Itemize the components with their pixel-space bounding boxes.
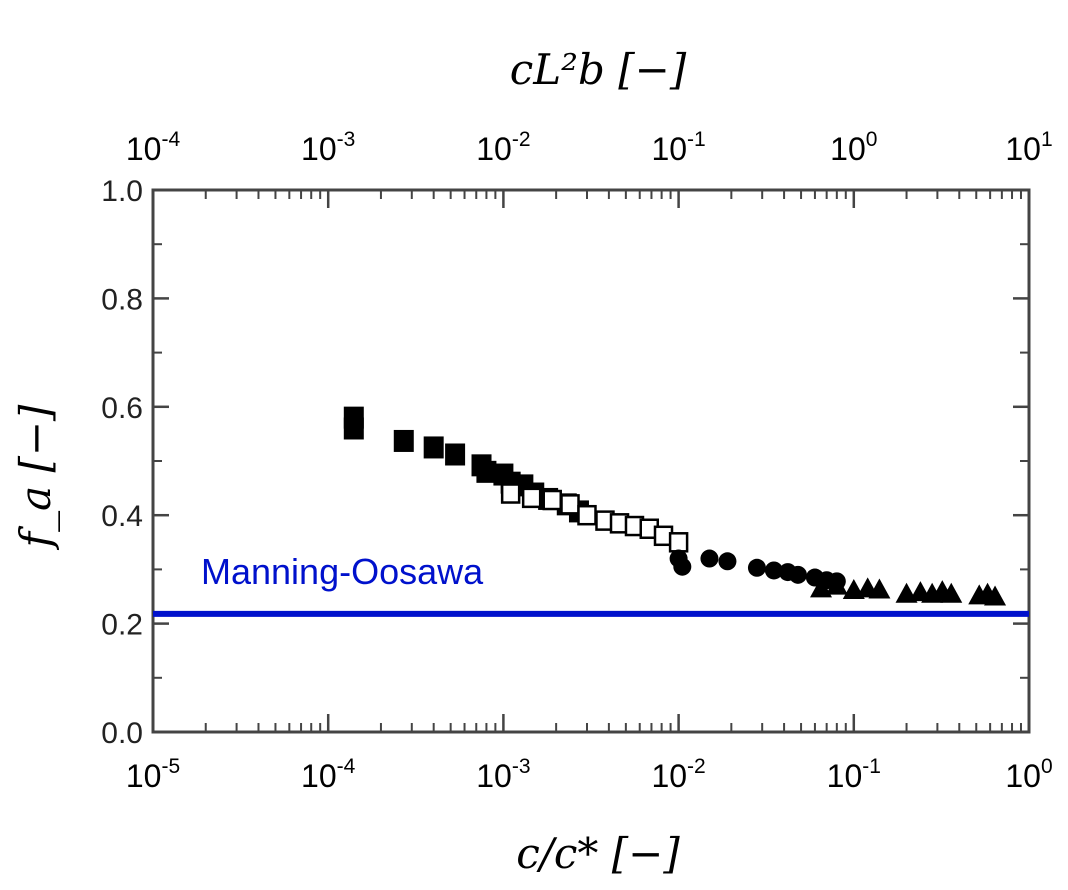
x-tick-label: 100 xyxy=(1005,755,1052,794)
y-tick-label: 0.2 xyxy=(101,609,143,642)
x-tick-label: 10-1 xyxy=(827,755,881,794)
x-tick-label: 10-3 xyxy=(476,755,530,794)
data-point-filled-square xyxy=(393,429,414,452)
data-point-filled-triangle xyxy=(940,582,963,603)
top-x-tick-label: 10-4 xyxy=(126,128,181,167)
data-point-filled-circle xyxy=(747,558,766,577)
y-tick-label: 0.0 xyxy=(101,717,143,750)
data-point-filled-square xyxy=(445,443,466,466)
y-tick-label: 1.0 xyxy=(101,175,143,208)
data-point-filled-triangle xyxy=(868,578,891,599)
data-point-open-square xyxy=(521,487,542,509)
y-tick-label: 0.8 xyxy=(101,283,143,316)
data-point-open-square xyxy=(500,483,521,504)
plot-frame xyxy=(151,188,1031,734)
x-tick-label: 10-4 xyxy=(301,755,356,794)
data-point-filled-triangle xyxy=(825,574,848,595)
data-point-open-square xyxy=(668,532,689,553)
data-point-filled-circle xyxy=(788,565,807,584)
data-point-filled-circle xyxy=(718,552,737,571)
top-x-tick-label: 100 xyxy=(830,128,877,167)
top-x-tick-label: 10-3 xyxy=(301,128,355,167)
top-x-tick-label: 10-1 xyxy=(651,128,705,167)
data-point-group xyxy=(343,406,1007,606)
data-point-filled-square xyxy=(343,417,364,440)
data-point-filled-square xyxy=(423,436,444,459)
data-point-filled-circle xyxy=(673,557,692,576)
top-axis-title: cL²b [−] xyxy=(510,45,687,94)
reference-line-group: Manning-Oosawa xyxy=(153,551,1029,617)
data-point-open-square xyxy=(560,494,580,515)
data-point-filled-circle xyxy=(764,561,783,580)
y-tick-label: 0.4 xyxy=(101,500,143,533)
top-x-tick-label: 10-2 xyxy=(476,128,530,167)
x-tick-label: 10-5 xyxy=(126,755,180,794)
manning-oosawa-label: Manning-Oosawa xyxy=(201,551,484,592)
minor-tick-group xyxy=(204,190,1022,732)
y-tick-group: 0.0 0.2 0.4 0.6 0.8 1.0 xyxy=(101,175,1029,750)
data-point-filled-square xyxy=(476,460,497,483)
x-tick-label: 10-2 xyxy=(651,755,705,794)
top-x-tick-label: 101 xyxy=(1005,128,1052,167)
bottom-tick-group: 10-5 10-4 10-3 10-2 10-1 100 xyxy=(126,190,1053,794)
data-point-filled-triangle xyxy=(984,585,1007,606)
y-axis-title: f_a [−] xyxy=(11,404,60,551)
data-point-filled-triangle xyxy=(810,577,833,598)
data-point-open-square xyxy=(577,504,597,526)
data-point-open-square xyxy=(542,489,562,511)
top-tick-group: 10-4 10-3 10-2 10-1 100 101 xyxy=(126,128,1053,167)
data-point-filled-circle xyxy=(700,549,719,568)
x-axis-title: c/c* [−] xyxy=(516,829,680,878)
y-tick-label: 0.6 xyxy=(101,392,143,425)
